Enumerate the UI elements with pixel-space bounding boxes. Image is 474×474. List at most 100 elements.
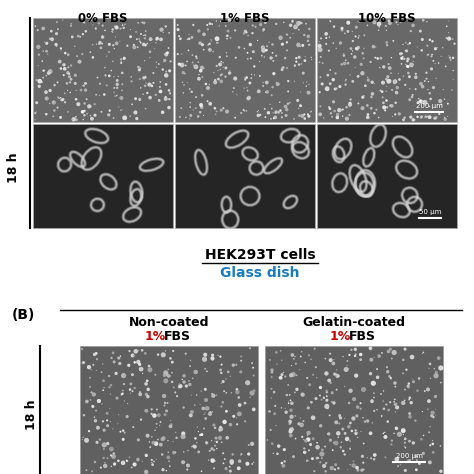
- Point: [229, 88, 237, 96]
- Point: [103, 53, 110, 60]
- Point: [326, 33, 333, 41]
- Point: [141, 82, 149, 90]
- Point: [287, 397, 294, 404]
- Point: [395, 110, 403, 118]
- Point: [198, 103, 206, 111]
- Point: [192, 104, 200, 112]
- Point: [218, 58, 225, 65]
- Point: [53, 30, 60, 37]
- Point: [284, 381, 292, 389]
- Point: [59, 96, 67, 103]
- Point: [80, 411, 88, 419]
- Point: [205, 81, 213, 89]
- Point: [411, 116, 419, 124]
- Point: [406, 85, 414, 92]
- Point: [353, 23, 360, 31]
- Point: [323, 388, 330, 396]
- Point: [190, 21, 197, 29]
- Point: [216, 434, 224, 442]
- Point: [301, 57, 309, 64]
- Point: [317, 384, 324, 392]
- Point: [241, 107, 248, 115]
- Point: [73, 116, 81, 124]
- Point: [332, 70, 339, 77]
- Point: [81, 107, 89, 115]
- Point: [175, 383, 183, 391]
- Point: [323, 402, 330, 410]
- Point: [241, 418, 249, 425]
- Point: [289, 30, 297, 37]
- Point: [120, 24, 128, 32]
- Point: [352, 45, 360, 52]
- Point: [100, 386, 107, 394]
- Point: [297, 60, 305, 68]
- Point: [380, 429, 387, 437]
- Point: [308, 55, 315, 63]
- Point: [53, 18, 61, 26]
- Point: [326, 350, 334, 357]
- Point: [426, 113, 433, 121]
- Point: [186, 115, 193, 123]
- Point: [401, 81, 409, 89]
- Point: [339, 106, 346, 113]
- Point: [328, 389, 336, 397]
- Point: [205, 456, 212, 464]
- Point: [117, 25, 124, 33]
- Point: [87, 396, 94, 404]
- Point: [437, 364, 445, 372]
- Point: [105, 372, 113, 380]
- Point: [265, 408, 273, 415]
- Point: [162, 369, 170, 377]
- Point: [295, 61, 303, 68]
- Point: [200, 405, 207, 412]
- Point: [300, 69, 307, 77]
- Point: [311, 345, 319, 353]
- Bar: [33, 124, 173, 228]
- Point: [332, 439, 340, 447]
- Point: [432, 74, 440, 82]
- Point: [110, 84, 118, 91]
- Point: [244, 32, 252, 39]
- Point: [292, 360, 300, 367]
- Point: [179, 79, 186, 86]
- Point: [213, 392, 220, 399]
- Point: [160, 392, 168, 400]
- Point: [435, 354, 442, 362]
- Bar: [175, 18, 315, 122]
- Point: [255, 88, 263, 95]
- Point: [325, 377, 333, 384]
- Point: [423, 75, 430, 82]
- Point: [53, 42, 61, 50]
- Point: [425, 365, 433, 372]
- Text: HEK293T cells: HEK293T cells: [205, 248, 315, 262]
- Point: [287, 407, 295, 414]
- Point: [188, 88, 195, 96]
- Point: [432, 45, 439, 53]
- Point: [341, 29, 349, 37]
- Point: [36, 82, 43, 90]
- Point: [78, 345, 86, 353]
- Point: [283, 112, 290, 119]
- Point: [431, 114, 439, 122]
- Point: [410, 439, 417, 447]
- Point: [94, 424, 102, 431]
- Point: [115, 354, 123, 362]
- Point: [33, 99, 40, 107]
- Point: [164, 44, 172, 52]
- Point: [419, 350, 426, 357]
- Point: [106, 41, 113, 48]
- Point: [285, 398, 292, 406]
- Point: [101, 64, 109, 71]
- Point: [367, 429, 374, 437]
- Point: [256, 111, 264, 118]
- Point: [172, 448, 179, 456]
- Point: [67, 20, 75, 27]
- Point: [179, 69, 187, 76]
- Point: [302, 20, 310, 27]
- Point: [39, 74, 47, 82]
- Point: [286, 418, 294, 425]
- Point: [148, 456, 155, 464]
- Point: [424, 51, 432, 58]
- Point: [183, 79, 191, 86]
- Point: [199, 41, 206, 48]
